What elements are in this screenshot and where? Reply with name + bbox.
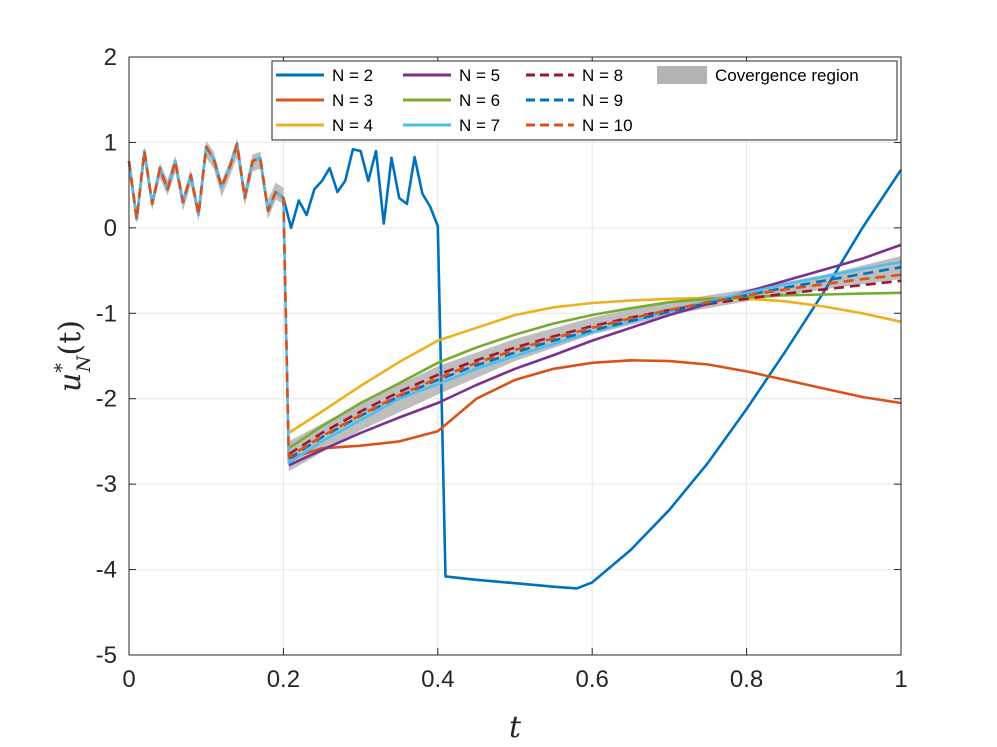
series-line-10 xyxy=(127,142,902,459)
y-tick-label-7: 2 xyxy=(104,44,117,71)
y-tick-label-0: -5 xyxy=(96,642,117,669)
legend-label-7: N = 7 xyxy=(459,116,500,135)
legend-label-5: N = 5 xyxy=(459,66,500,85)
y-axis-label: u*N(t) xyxy=(51,320,95,392)
series-line-8 xyxy=(288,279,902,456)
legend-label-10: N = 10 xyxy=(582,116,633,135)
series-line-5 xyxy=(288,243,902,467)
x-tick-label-2: 0.4 xyxy=(421,666,454,693)
series-line-3 xyxy=(288,358,902,460)
series-line-6 xyxy=(288,291,902,450)
x-axis-label: t xyxy=(509,710,522,745)
legend-label-3: N = 3 xyxy=(332,91,373,110)
series-line-4 xyxy=(288,296,902,434)
legend-label-band: Covergence region xyxy=(715,66,859,85)
y-tick-label-2: -3 xyxy=(96,471,117,498)
legend-label-8: N = 8 xyxy=(582,66,623,85)
axes-box xyxy=(128,56,902,656)
x-tick-label-1: 0.2 xyxy=(267,666,300,693)
x-tick-label-4: 0.8 xyxy=(730,666,763,693)
y-tick-label-4: -1 xyxy=(96,300,117,327)
y-tick-label-6: 1 xyxy=(104,129,117,156)
y-tick-label-5: 0 xyxy=(104,215,117,242)
legend-label-2: N = 2 xyxy=(332,66,373,85)
x-tick-label-0: 0 xyxy=(122,666,135,693)
series-line-2 xyxy=(127,142,903,590)
x-tick-label-3: 0.6 xyxy=(576,666,609,693)
series-layer xyxy=(127,142,903,590)
legend-label-6: N = 6 xyxy=(459,91,500,110)
convergence-band-layer xyxy=(129,138,901,472)
y-tick-label-3: -2 xyxy=(96,386,117,413)
x-tick-label-5: 1 xyxy=(894,666,907,693)
legend-label-4: N = 4 xyxy=(332,116,373,135)
legend-box xyxy=(271,60,898,141)
legend-swatch-band xyxy=(657,66,707,84)
legend: N = 2 N = 3 N = 4 N = 5 N = 6 N = 7 N = 8 N = 9… xyxy=(271,60,898,141)
y-tick-labels: -5 -4 -3 -2 -1 0 1 2 xyxy=(96,44,117,669)
legend-label-9: N = 9 xyxy=(582,91,623,110)
y-tick-label-1: -4 xyxy=(96,557,117,584)
convergence-region-band xyxy=(129,138,901,472)
x-tick-labels: 0 0.2 0.4 0.6 0.8 1 xyxy=(122,666,907,693)
